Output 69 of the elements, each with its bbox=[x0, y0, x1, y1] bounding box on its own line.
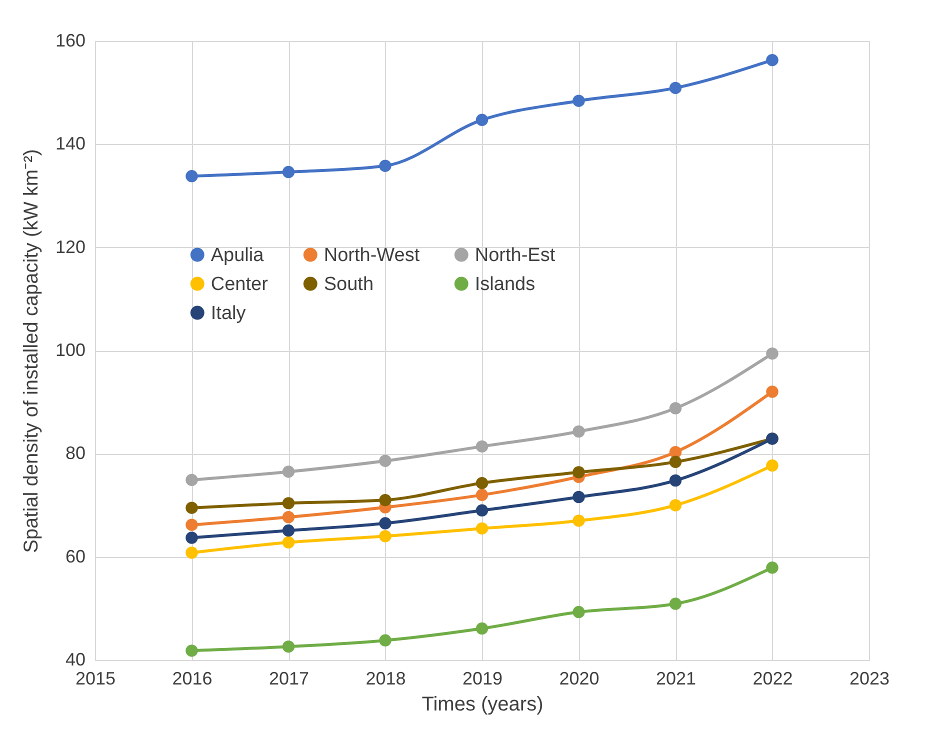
legend-label: North-West bbox=[324, 244, 420, 266]
x-axis-title: Times (years) bbox=[422, 694, 544, 716]
point bbox=[186, 532, 198, 544]
point bbox=[282, 466, 295, 478]
point bbox=[476, 440, 488, 453]
legend-label: Italy bbox=[210, 302, 246, 324]
x-tick-label: 2023 bbox=[849, 668, 890, 688]
legend-label: North-Est bbox=[474, 244, 556, 266]
y-tick-label: 80 bbox=[65, 443, 86, 464]
point bbox=[186, 170, 198, 182]
point bbox=[476, 504, 488, 517]
point bbox=[766, 459, 778, 472]
x-tick-label: 2016 bbox=[172, 668, 212, 688]
point bbox=[476, 622, 488, 635]
point bbox=[572, 514, 585, 527]
point bbox=[282, 536, 295, 548]
point bbox=[186, 644, 198, 657]
y-tick-label: 160 bbox=[55, 30, 86, 50]
point bbox=[669, 456, 682, 468]
point bbox=[282, 524, 295, 537]
point bbox=[476, 114, 488, 126]
y-tick-label: 100 bbox=[55, 340, 86, 360]
point bbox=[282, 511, 295, 524]
point bbox=[379, 530, 392, 542]
point bbox=[379, 634, 392, 647]
point bbox=[379, 494, 392, 506]
point bbox=[282, 166, 295, 178]
point bbox=[572, 466, 585, 478]
point bbox=[186, 502, 198, 514]
x-tick-label: 2021 bbox=[656, 668, 696, 688]
point bbox=[379, 160, 392, 172]
point bbox=[572, 94, 585, 107]
legend-label: South bbox=[324, 274, 374, 295]
point bbox=[669, 82, 682, 94]
point bbox=[282, 497, 295, 510]
point bbox=[476, 522, 488, 535]
legend-label: Islands bbox=[474, 274, 536, 295]
point bbox=[766, 562, 778, 574]
point bbox=[766, 347, 778, 360]
point bbox=[476, 476, 488, 490]
x-tick-label: 2017 bbox=[268, 668, 310, 688]
y-tick-label: 140 bbox=[55, 134, 86, 154]
point bbox=[379, 517, 392, 530]
point bbox=[669, 598, 682, 610]
legend-label: Apulia bbox=[210, 244, 264, 266]
point bbox=[186, 518, 198, 531]
x-tick-label: 2020 bbox=[559, 668, 600, 688]
point bbox=[766, 54, 778, 66]
point bbox=[476, 488, 488, 502]
point bbox=[669, 474, 682, 487]
point bbox=[186, 474, 198, 486]
x-tick-label: 2019 bbox=[462, 668, 503, 688]
y-tick-label: 60 bbox=[65, 546, 86, 566]
point bbox=[572, 425, 585, 438]
point bbox=[572, 490, 585, 504]
x-tick-label: 2018 bbox=[366, 668, 406, 688]
point bbox=[766, 386, 778, 398]
point bbox=[669, 499, 682, 512]
point bbox=[572, 606, 585, 618]
y-tick-label: 40 bbox=[65, 650, 86, 670]
point bbox=[282, 640, 295, 653]
point bbox=[669, 402, 682, 414]
point bbox=[379, 454, 392, 467]
x-tick-label: 2015 bbox=[75, 668, 116, 688]
point bbox=[186, 546, 198, 559]
legend-label: Center bbox=[210, 274, 269, 295]
y-axis-title: Spatial density of installed capacity (kW km⁻²) bbox=[20, 149, 42, 553]
x-tick-label: 2022 bbox=[752, 668, 793, 688]
y-tick-label: 120 bbox=[55, 236, 86, 257]
